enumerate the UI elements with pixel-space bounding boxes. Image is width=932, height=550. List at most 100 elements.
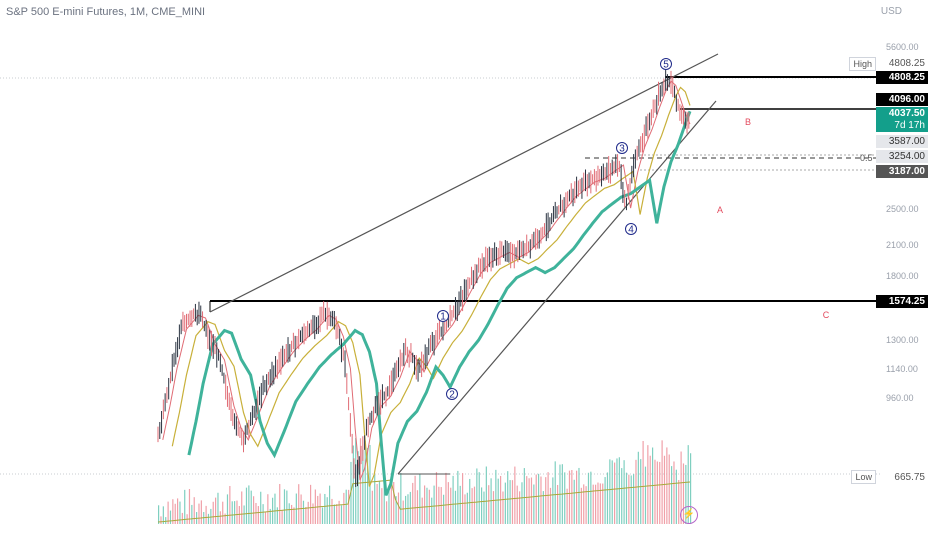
volume-bar — [234, 501, 236, 524]
chart-title: S&P 500 E-mini Futures, 1M, CME_MINI — [6, 6, 206, 18]
volume-bar — [606, 472, 609, 524]
volume-bar — [402, 500, 404, 524]
volume-bar — [431, 497, 433, 524]
volume-bar — [454, 490, 457, 524]
volume-bar — [675, 469, 677, 524]
ema-slow-line — [187, 110, 692, 496]
countdown-label: 7d 17h — [876, 119, 928, 132]
volume-bar — [340, 505, 343, 524]
volume-bar — [302, 500, 305, 524]
volume-bar — [488, 485, 490, 524]
volume-bar — [623, 460, 625, 524]
volume-bar — [395, 496, 397, 524]
level-4808-label: 4808.25 — [876, 71, 928, 84]
y-tick-label: 1800.00 — [886, 271, 919, 281]
volume-bar — [690, 453, 692, 524]
wave-labels: 5 3 4 1 2 B A C — [437, 58, 830, 401]
volume-bar — [336, 504, 338, 524]
volume-bar — [371, 490, 373, 524]
volume-bar — [668, 454, 670, 524]
volume-bar — [597, 482, 599, 524]
volume-bar — [516, 485, 518, 524]
volume-bar — [471, 488, 473, 524]
volume-bar — [666, 447, 668, 524]
volume-bar — [604, 477, 606, 524]
volume-bar — [181, 512, 183, 524]
volume-bar — [547, 472, 549, 524]
volume-bar — [538, 473, 540, 524]
abc-label: C — [823, 310, 830, 320]
volume-bar — [321, 507, 324, 524]
volume-bar — [673, 461, 675, 524]
volume-bar — [564, 472, 566, 524]
high-value: 4808.25 — [888, 58, 925, 69]
volume-bar — [602, 483, 604, 524]
volume-bar — [481, 487, 483, 524]
level-3254-label: 3254.00 — [876, 150, 928, 163]
volume-bar — [293, 507, 295, 524]
volume-bar — [528, 478, 530, 524]
lightning-icon[interactable]: ⚡ — [680, 506, 698, 524]
volume-bar — [405, 495, 407, 524]
level-4096-label: 4096.00 — [876, 93, 928, 106]
volume-bar — [298, 484, 300, 524]
volume-bar — [243, 505, 245, 524]
volume-bar — [160, 516, 162, 524]
upper-trendline — [209, 53, 719, 313]
volume-bar — [635, 459, 637, 524]
volume-bar — [580, 487, 582, 524]
volume-bar — [324, 493, 326, 524]
volume-bar — [167, 501, 169, 524]
volume-bar — [329, 485, 331, 524]
volume-bar — [630, 475, 632, 524]
volume-bar — [200, 500, 202, 524]
volume-bar — [362, 449, 364, 524]
volume-bar — [288, 503, 290, 524]
volume-bar — [229, 485, 231, 524]
volume-bar — [540, 476, 542, 524]
volume-bar — [367, 447, 369, 524]
volume-bar — [343, 492, 345, 524]
volume-bar — [521, 482, 523, 524]
volume-bar — [386, 501, 388, 524]
volume-bar — [283, 489, 286, 524]
volume-bar — [445, 472, 447, 524]
volume-bar — [338, 500, 340, 524]
volume-bar — [217, 492, 219, 524]
grid — [0, 77, 880, 475]
volume-bar — [267, 494, 269, 524]
volume-bar — [637, 451, 639, 524]
volume-bar — [640, 459, 642, 524]
y-tick-label: 1300.00 — [886, 335, 919, 345]
volume-bar — [400, 473, 402, 524]
volume-bar — [628, 474, 630, 524]
volume-bar — [618, 457, 620, 524]
volume-bar — [397, 492, 400, 524]
volume-bar — [587, 472, 590, 524]
volume-bar — [388, 488, 390, 524]
volume-bar — [644, 466, 647, 524]
volume-bar — [236, 500, 238, 524]
volume-bar — [210, 508, 212, 524]
y-tick-label: 2500.00 — [886, 204, 919, 214]
volume-bar — [633, 474, 635, 524]
volume-bar — [642, 440, 644, 524]
volume-bar — [172, 499, 174, 524]
volume-bar — [179, 501, 181, 524]
volume-bar — [348, 489, 350, 524]
volume-bar — [376, 484, 378, 524]
volume-bar — [310, 484, 312, 524]
volume-bar — [495, 469, 497, 524]
volume-bar — [421, 497, 423, 524]
volume-bar — [257, 506, 259, 524]
axis-ticks: 5600.00 2500.00 2100.00 1800.00 1300.00 1140.… — [886, 42, 919, 403]
volume-bar — [253, 496, 255, 524]
volume-bar — [378, 480, 381, 524]
volume-bar — [260, 491, 262, 524]
volume-bar — [269, 508, 271, 524]
level-3587-label: 3587.00 — [876, 135, 928, 148]
volume-bar — [592, 484, 594, 524]
current-price-label: 4037.50 — [876, 107, 928, 120]
volume-bar — [165, 517, 167, 524]
